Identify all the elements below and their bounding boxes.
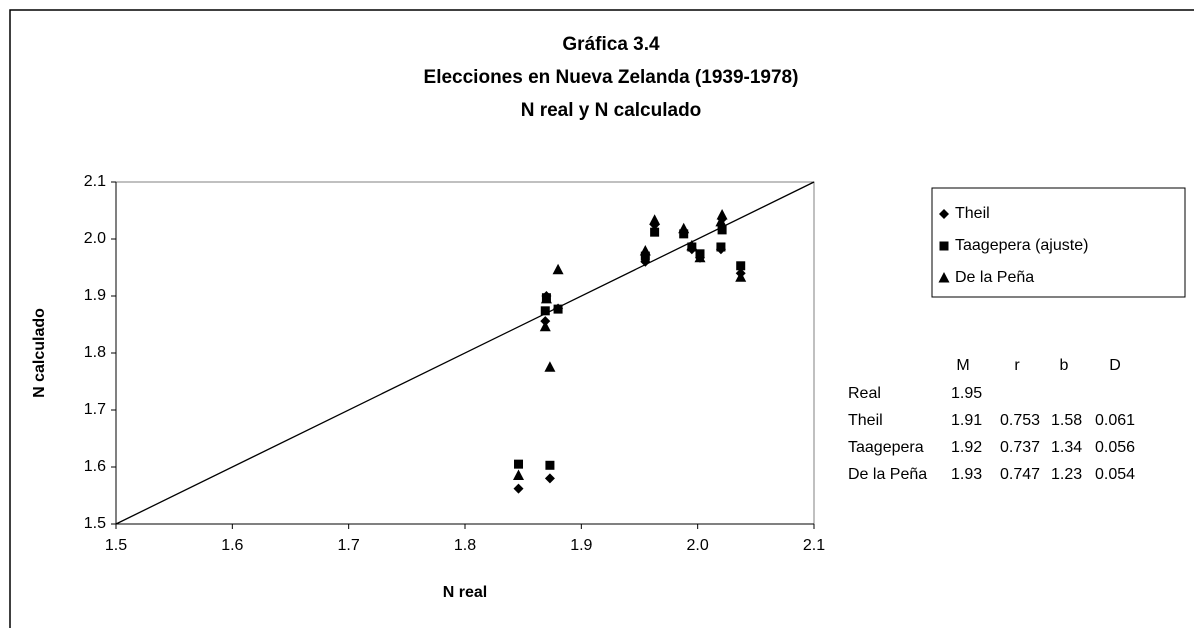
point: [513, 483, 524, 494]
point: [735, 271, 747, 282]
point: [679, 229, 689, 239]
x-tick-label: 1.9: [570, 537, 592, 554]
table-cell: 1.91: [951, 412, 982, 429]
point: [717, 225, 727, 235]
table-cell: 0.747: [1000, 466, 1040, 483]
legend-box: [931, 187, 1186, 298]
y-tick-label: 1.6: [84, 458, 106, 475]
table-cell: 0.056: [1095, 439, 1135, 456]
y-tick-label: 1.5: [84, 515, 106, 532]
point: [513, 469, 525, 481]
legend-marker: [938, 272, 950, 283]
table-cell: Theil: [848, 412, 883, 429]
point: [736, 261, 746, 271]
x-tick-label: 1.6: [221, 537, 243, 554]
table-cell: Taagepera: [848, 439, 924, 456]
table-header: D: [1109, 357, 1121, 374]
x-tick-label: 2.1: [803, 537, 825, 554]
table-cell: 0.753: [1000, 412, 1040, 429]
chart-border: [9, 9, 1194, 633]
chart-title: Elecciones en Nueva Zelanda (1939-1978): [424, 67, 799, 88]
identity-line: [115, 181, 815, 525]
table-cell: 1.95: [951, 385, 982, 402]
point: [540, 292, 552, 304]
point: [640, 251, 650, 261]
table-cell: 1.23: [1051, 466, 1082, 483]
y-tick-label: 2.0: [84, 230, 106, 247]
x-tick-label: 2.0: [687, 537, 709, 554]
legend-marker: [939, 241, 949, 251]
point: [715, 215, 727, 227]
point: [650, 227, 660, 237]
point: [686, 239, 698, 251]
x-axis-title: N real: [443, 584, 487, 601]
y-tick-label: 1.7: [84, 401, 106, 418]
chart-title: N real y N calculado: [521, 100, 702, 121]
table-cell: 1.34: [1051, 439, 1082, 456]
point: [539, 320, 551, 332]
y-axis-title: N calculado: [31, 308, 48, 398]
point: [639, 244, 651, 256]
x-tick-label: 1.5: [105, 537, 127, 554]
table-header: b: [1060, 357, 1069, 374]
x-tick-label: 1.8: [454, 537, 476, 554]
chart-title: Gráfica 3.4: [562, 34, 660, 55]
point: [552, 263, 564, 275]
table-cell: 0.054: [1095, 466, 1135, 483]
legend-label: Taagepera (ajuste): [955, 237, 1088, 254]
point: [544, 473, 555, 484]
point: [716, 209, 728, 220]
y-tick-label: 1.9: [84, 287, 106, 304]
y-tick-label: 1.8: [84, 344, 106, 361]
table-cell: 1.92: [951, 439, 982, 456]
point: [649, 214, 661, 225]
legend-label: Theil: [955, 205, 990, 222]
point: [514, 459, 524, 469]
y-tick-label: 2.1: [84, 173, 106, 190]
legend-label: De la Peña: [955, 269, 1034, 286]
table-cell: 1.58: [1051, 412, 1082, 429]
point: [716, 242, 726, 252]
legend-marker: [939, 209, 949, 219]
point: [678, 222, 690, 234]
x-tick-label: 1.7: [338, 537, 360, 554]
point: [540, 306, 550, 316]
table-cell: De la Peña: [848, 466, 927, 483]
table-header: r: [1014, 357, 1020, 374]
point: [545, 460, 555, 470]
table-cell: 0.061: [1095, 412, 1135, 429]
point: [553, 304, 563, 314]
table-cell: 1.93: [951, 466, 982, 483]
point: [694, 251, 706, 263]
table-cell: Real: [848, 385, 881, 402]
table-cell: 0.737: [1000, 439, 1040, 456]
point: [544, 361, 556, 372]
table-header: M: [956, 357, 969, 374]
